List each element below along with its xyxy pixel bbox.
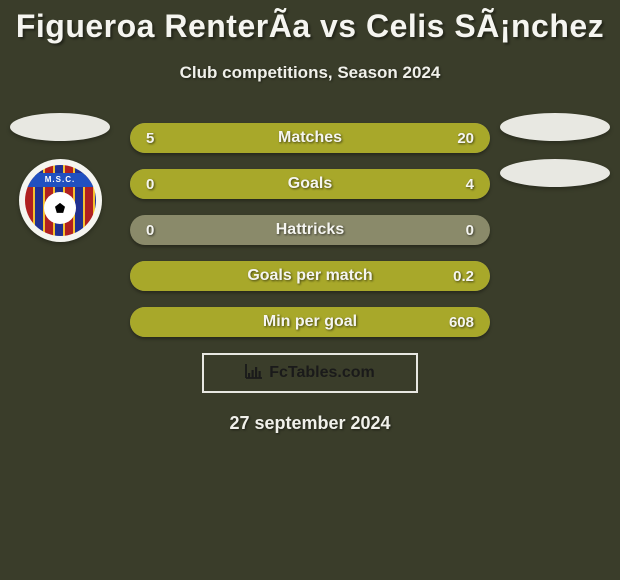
footer-branding: FcTables.com: [202, 353, 418, 393]
stat-bar: 0Goals4: [130, 169, 490, 199]
stat-bar: 5Matches20: [130, 123, 490, 153]
stat-bar: Min per goal608: [130, 307, 490, 337]
player-oval: [500, 159, 610, 187]
stat-value-right: 608: [449, 307, 474, 337]
stat-label: Goals: [130, 169, 490, 199]
snapshot-date: 27 september 2024: [0, 413, 620, 434]
club-logo-stripes: M.S.C.: [25, 165, 96, 236]
stat-value-right: 0: [466, 215, 474, 245]
left-player-column: M.S.C.: [10, 113, 110, 242]
player-oval: [500, 113, 610, 141]
stat-label: Goals per match: [130, 261, 490, 291]
stat-label: Hattricks: [130, 215, 490, 245]
stats-area: M.S.C. 5Matches200Goals40Hattricks0Goals…: [0, 123, 620, 337]
stat-label: Matches: [130, 123, 490, 153]
right-player-column: [500, 113, 610, 205]
footer-brand-text: FcTables.com: [269, 364, 375, 382]
stat-bars: 5Matches200Goals40Hattricks0Goals per ma…: [130, 123, 490, 337]
stat-bar: 0Hattricks0: [130, 215, 490, 245]
stat-bar: Goals per match0.2: [130, 261, 490, 291]
player-oval: [10, 113, 110, 141]
stat-value-right: 4: [466, 169, 474, 199]
stat-value-right: 0.2: [453, 261, 474, 291]
stat-value-right: 20: [457, 123, 474, 153]
page-title: Figueroa RenterÃ­a vs Celis SÃ¡nchez: [0, 0, 620, 45]
club-logo-band: M.S.C.: [25, 173, 96, 187]
page-subtitle: Club competitions, Season 2024: [0, 63, 620, 83]
stat-label: Min per goal: [130, 307, 490, 337]
club-logo: M.S.C.: [19, 159, 102, 242]
soccer-ball-icon: [44, 192, 76, 224]
chart-icon: [245, 363, 263, 384]
